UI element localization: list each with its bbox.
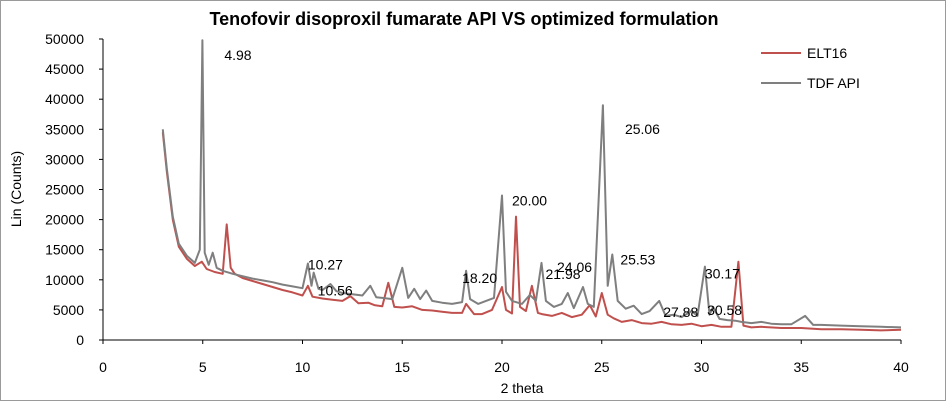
x-axis-label: 2 theta [501,380,544,396]
y-tick-label: 30000 [45,151,84,167]
y-tick-label: 0 [76,332,84,348]
peak-label: 24.06 [557,259,592,275]
x-tick-label: 0 [99,359,107,375]
x-tick-label: 15 [394,359,410,375]
peak-label: 27.88 [663,304,698,320]
x-tick-label: 25 [594,359,610,375]
y-tick-label: 40000 [45,91,84,107]
series-layer [161,39,902,332]
x-tick-label: 40 [893,359,909,375]
peak-label: 30.17 [705,266,740,282]
series-line-elt16 [161,132,902,332]
x-tick-label: 5 [199,359,207,375]
peak-label: 20.00 [512,193,547,209]
legend-label: ELT16 [807,45,847,61]
peak-label: 30.58 [707,302,742,318]
y-tick-label: 10000 [45,272,84,288]
y-axis-label: Lin (Counts) [8,151,24,227]
x-tick-label: 30 [694,359,710,375]
y-axis-ticks: 0 5000 10000 15000 20000 25000 30000 35000 40000… [45,31,103,348]
peak-label: 21.98 [546,266,581,282]
chart-legend: ELT16 TDF API [761,45,860,91]
y-tick-label: 50000 [45,31,84,47]
peak-label: 25.06 [625,121,660,137]
series-line-tdf-api [161,39,902,329]
y-tick-label: 45000 [45,61,84,77]
y-tick-label: 25000 [45,182,84,198]
y-tick-label: 5000 [53,302,84,318]
x-axis-ticks: 0 5 10 15 20 25 30 35 40 [99,340,909,375]
legend-label: TDF API [807,75,860,91]
x-tick-label: 20 [494,359,510,375]
peak-label: 4.98 [224,47,251,63]
x-tick-label: 35 [793,359,809,375]
y-tick-label: 35000 [45,121,84,137]
chart-title: Tenofovir disoproxil fumarate API VS opt… [209,9,718,29]
peak-label: 25.53 [620,252,655,268]
peak-label: 18.20 [462,270,497,286]
x-tick-label: 10 [295,359,311,375]
peak-label: 10.27 [308,257,343,273]
peak-label: 10.56 [318,283,353,299]
y-tick-label: 20000 [45,212,84,228]
y-tick-label: 15000 [45,242,84,258]
